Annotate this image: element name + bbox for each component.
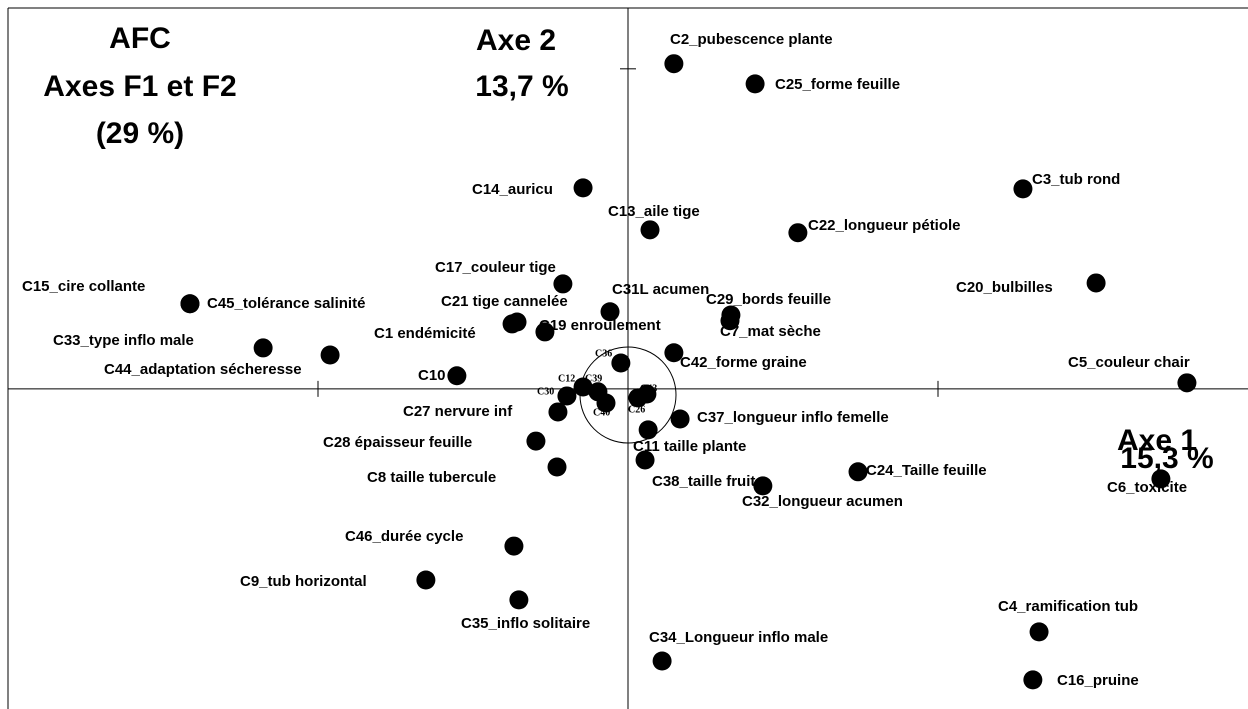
point-label: C12 (558, 373, 575, 384)
point-label: C21 tige cannelée (441, 293, 568, 310)
point-label: C14_auricu (472, 181, 553, 198)
point-label: C29_bords feuille (706, 291, 831, 308)
point-label: C30 (537, 386, 554, 397)
point-label: C35_inflo solitaire (461, 615, 590, 632)
point (557, 386, 577, 406)
point-label: C9_tub horizontal (240, 573, 367, 590)
point-label: C24_Taille feuille (866, 462, 987, 479)
point (664, 54, 684, 74)
point-label: C42_forme graine (680, 354, 807, 371)
point (670, 409, 690, 429)
point-label: C4_ramification tub (998, 598, 1138, 615)
point (504, 536, 524, 556)
point (635, 450, 655, 470)
annotation: AFC (109, 22, 171, 55)
annotation: Axe 2 (476, 24, 556, 57)
point-label: C5_couleur chair (1068, 354, 1190, 371)
point (788, 223, 808, 243)
point (502, 314, 522, 334)
annotation: 13,7 % (475, 70, 568, 103)
point (573, 178, 593, 198)
point-label: C20_bulbilles (956, 279, 1053, 296)
point-label: C45_tolérance salinité (207, 295, 365, 312)
point (180, 294, 200, 314)
point (253, 338, 273, 358)
point-label: C1 endémicité (374, 325, 476, 342)
point-label: C44_adaptation sécheresse (104, 361, 302, 378)
annotation: (29 %) (96, 117, 184, 150)
point (547, 457, 567, 477)
point-label: C38_taille fruit (652, 473, 755, 490)
point (1013, 179, 1033, 199)
point-label: C32_longueur acumen (742, 493, 903, 510)
point (848, 462, 868, 482)
point (745, 74, 765, 94)
annotation: Axe 1 (1117, 424, 1197, 457)
point-label: C16_pruine (1057, 672, 1139, 689)
point-label: C40 (593, 407, 610, 418)
point (320, 345, 340, 365)
point (1177, 373, 1197, 393)
point (1029, 622, 1049, 642)
point (1151, 469, 1171, 489)
annotation: 15,3 % (1120, 442, 1213, 475)
point (509, 590, 529, 610)
point (600, 302, 620, 322)
point (553, 274, 573, 294)
point (611, 353, 631, 373)
point (526, 431, 546, 451)
point-label: C17_couleur tige (435, 259, 556, 276)
point-label: C6_toxicite (1107, 479, 1187, 496)
point-label: C36 (595, 348, 612, 359)
point (640, 220, 660, 240)
point (720, 311, 740, 331)
point-label: C22_longueur pétiole (808, 217, 961, 234)
point-label: C37_longueur inflo femelle (697, 409, 889, 426)
point-label: C7_mat sèche (720, 323, 821, 340)
point (596, 393, 616, 413)
point (753, 476, 773, 496)
point (548, 402, 568, 422)
point-label: C3_tub rond (1032, 171, 1120, 188)
point-label: C11 taille plante (633, 438, 746, 455)
point-label: C27 nervure inf (403, 403, 513, 420)
point (1086, 273, 1106, 293)
point-label: C39 (585, 373, 602, 384)
point-label: C33_type inflo male (53, 332, 194, 349)
point-label: C15_cire collante (22, 278, 145, 295)
point-label: C2_pubescence plante (670, 31, 833, 48)
point-label: C13_aile tige (608, 203, 700, 220)
point-label: C10 (418, 367, 446, 384)
point-label: C8 taille tubercule (367, 469, 496, 486)
point (447, 366, 467, 386)
point (573, 377, 593, 397)
point (652, 651, 672, 671)
point-label: C46_durée cycle (345, 528, 463, 545)
point (664, 343, 684, 363)
annotation: Axes F1 et F2 (43, 70, 236, 103)
point (1023, 670, 1043, 690)
point-label: C19 enroulement (539, 317, 661, 334)
point-label: C34_Longueur inflo male (649, 629, 828, 646)
point-label: C26 (628, 404, 645, 415)
point (638, 420, 658, 440)
point-label: C28 épaisseur feuille (323, 434, 472, 451)
point (416, 570, 436, 590)
point-label: C31L acumen (612, 281, 709, 298)
point-label: C25_forme feuille (775, 76, 900, 93)
point (628, 388, 648, 408)
point (535, 322, 555, 342)
